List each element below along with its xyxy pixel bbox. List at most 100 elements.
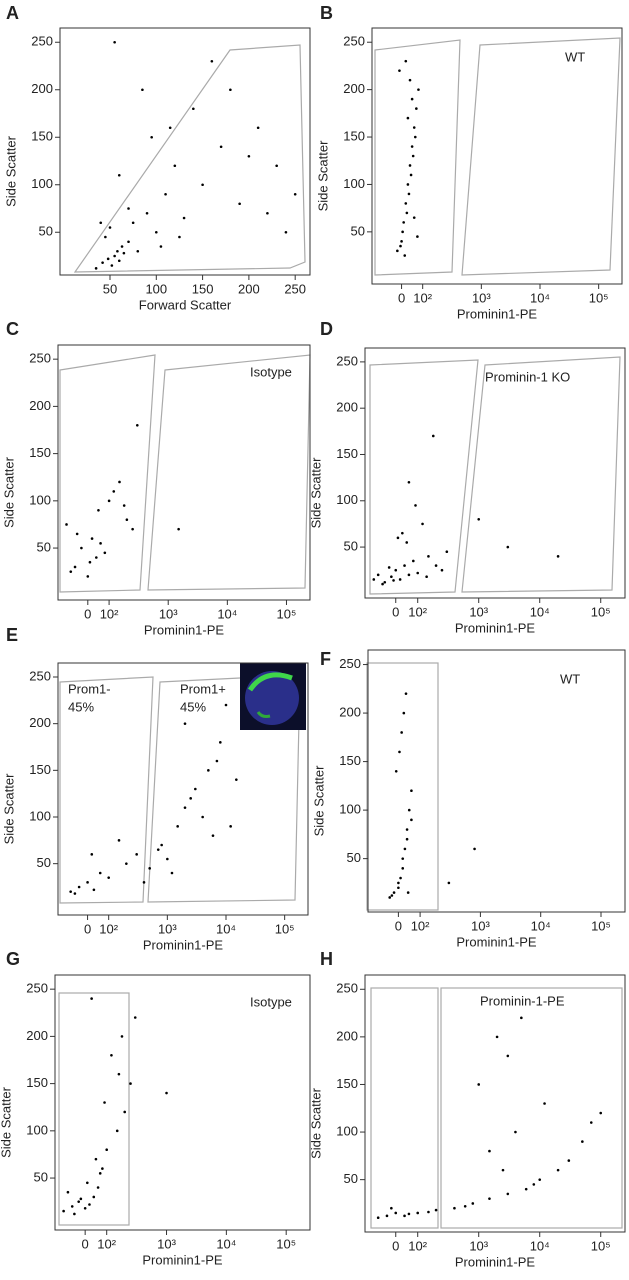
x-tick-label: 10³: [157, 1236, 176, 1251]
annotation: Isotype: [250, 994, 292, 1009]
event-dot: [120, 245, 124, 248]
event-dot: [427, 1210, 430, 1214]
event-dot: [101, 1167, 104, 1170]
event-dot: [110, 1053, 113, 1057]
event-dot: [410, 818, 413, 822]
event-dot: [400, 731, 403, 734]
event-dot: [95, 556, 98, 559]
x-axis-label: Forward Scatter: [139, 297, 232, 312]
y-tick-label: 100: [26, 1122, 48, 1137]
y-axis-label: Side Scatter: [315, 140, 330, 211]
y-tick-label: 100: [29, 808, 51, 823]
event-dot: [415, 107, 418, 110]
event-dot: [394, 1211, 398, 1215]
event-dot: [403, 254, 407, 257]
annotation: 45%: [68, 699, 94, 714]
event-dot: [201, 815, 204, 819]
event-dot: [131, 221, 135, 225]
event-dot: [488, 1197, 491, 1200]
event-dot: [447, 881, 451, 885]
event-dot: [412, 559, 415, 563]
event-dot: [266, 211, 269, 215]
y-tick-label: 50: [344, 1171, 358, 1186]
x-axis-label: Prominin1-PE: [142, 1252, 223, 1267]
x-tick-label: 10⁵: [591, 604, 611, 619]
gate: [58, 992, 130, 1226]
x-tick-label: 10²: [100, 606, 119, 621]
event-dot: [131, 527, 134, 531]
y-axis-label: Side Scatter: [308, 1087, 323, 1158]
annotation: WT: [565, 49, 585, 64]
event-dot: [229, 825, 232, 828]
event-dot: [65, 523, 68, 526]
x-tick-label: 10⁴: [530, 604, 550, 619]
x-tick-label: 10⁴: [217, 606, 237, 621]
event-dot: [112, 490, 116, 493]
event-dot: [69, 890, 72, 893]
event-dot: [176, 825, 179, 828]
event-dot: [403, 564, 406, 567]
y-tick-label: 50: [344, 539, 358, 554]
y-axis-label: Side Scatter: [3, 135, 18, 206]
event-dot: [407, 573, 411, 577]
y-tick-label: 100: [336, 492, 358, 507]
annotation: WT: [560, 671, 580, 686]
event-dot: [122, 504, 126, 507]
x-tick-label: 0: [392, 1238, 399, 1253]
event-dot: [404, 59, 408, 63]
event-dot: [173, 164, 177, 168]
event-dot: [390, 894, 394, 897]
event-dot: [398, 578, 402, 581]
event-dot: [394, 769, 398, 773]
event-dot: [408, 164, 412, 167]
event-dot: [421, 522, 424, 526]
x-tick-label: 10⁵: [589, 290, 609, 305]
event-dot: [427, 555, 430, 558]
event-dot: [165, 1091, 168, 1095]
plot-frame: [364, 347, 626, 599]
event-dot: [103, 1101, 106, 1104]
event-dot: [210, 59, 214, 63]
annotation: 45%: [180, 699, 206, 714]
x-axis-label: Prominin1-PE: [456, 934, 537, 949]
event-dot: [135, 853, 138, 856]
event-dot: [92, 1195, 96, 1199]
y-tick-label: 200: [336, 1028, 358, 1043]
event-dot: [118, 480, 121, 484]
event-dot: [166, 857, 169, 861]
event-dot: [445, 550, 449, 554]
event-dot: [125, 862, 128, 865]
x-tick-label: 0: [84, 606, 91, 621]
event-dot: [532, 1183, 536, 1186]
event-dot: [506, 545, 510, 549]
event-dot: [399, 876, 402, 880]
x-tick-label: 10⁴: [216, 1236, 236, 1251]
panel-letter: F: [320, 649, 331, 669]
x-tick-label: 10⁵: [277, 606, 297, 621]
annotation: Prominin-1-PE: [480, 993, 565, 1008]
event-dot: [125, 518, 129, 522]
event-dot: [400, 240, 403, 243]
y-tick-label: 200: [26, 1028, 48, 1043]
event-dot: [495, 1035, 499, 1039]
x-tick-label: 10³: [159, 606, 178, 621]
event-dot: [170, 871, 174, 875]
event-dot: [86, 575, 90, 578]
event-dot: [219, 741, 222, 744]
nucleus: [245, 671, 299, 725]
event-dot: [224, 703, 228, 707]
event-dot: [514, 1130, 517, 1134]
annotation: Isotype: [250, 364, 292, 379]
event-dot: [425, 575, 428, 579]
event-dot: [405, 541, 409, 544]
event-dot: [440, 568, 444, 572]
y-axis-label: Side Scatter: [311, 765, 326, 836]
event-dot: [164, 192, 167, 196]
event-dot: [207, 769, 210, 772]
panel-letter: H: [320, 949, 333, 969]
event-dot: [97, 508, 100, 512]
event-dot: [398, 69, 401, 72]
event-dot: [394, 568, 398, 572]
x-tick-label: 0: [395, 918, 402, 933]
event-dot: [150, 135, 153, 139]
